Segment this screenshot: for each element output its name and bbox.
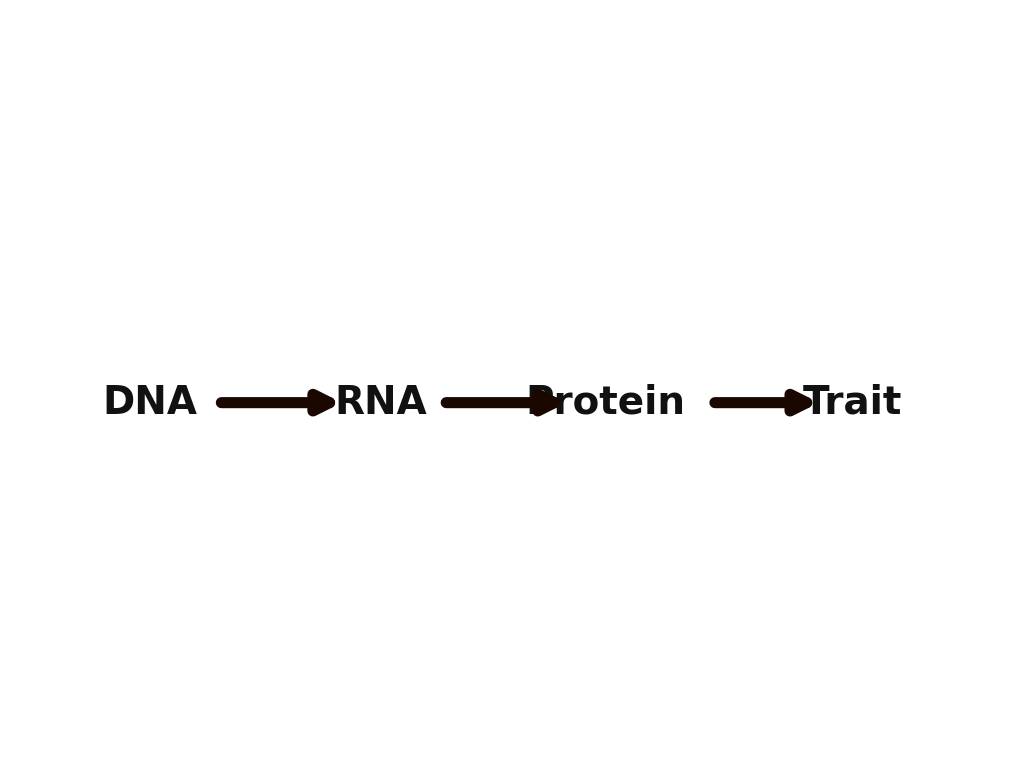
Text: CENTRAL DOGMA OF MOLECULAR: CENTRAL DOGMA OF MOLECULAR <box>171 55 853 88</box>
Text: BIOLOGY: BIOLOGY <box>423 121 601 154</box>
Text: Protein: Protein <box>525 384 685 422</box>
Text: DNA: DNA <box>102 384 198 422</box>
Text: Trait: Trait <box>803 384 902 422</box>
Text: RNA: RNA <box>334 384 427 422</box>
